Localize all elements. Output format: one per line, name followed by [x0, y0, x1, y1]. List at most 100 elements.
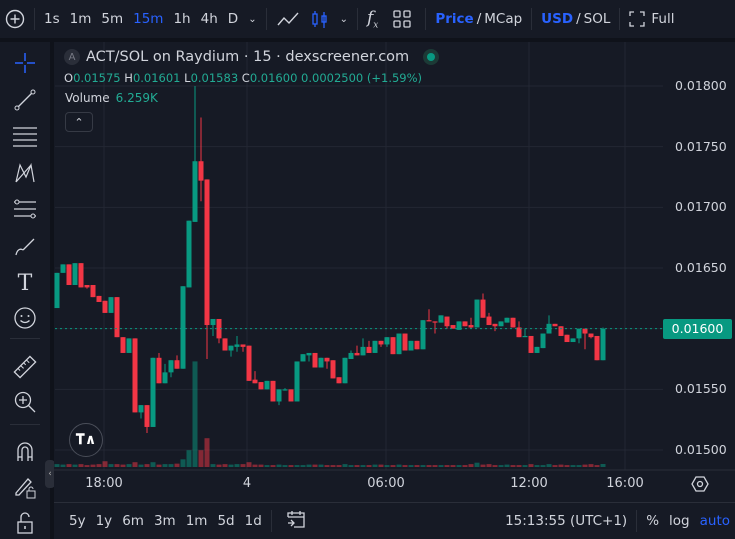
indicators-button[interactable]: fx — [362, 0, 383, 38]
volume-bar — [222, 464, 228, 467]
chart-settings-button[interactable] — [690, 474, 710, 498]
chart-pane[interactable] — [54, 42, 735, 539]
ruler-icon — [13, 355, 37, 379]
candle-body — [384, 337, 390, 345]
interval-15m[interactable]: 15m — [133, 11, 164, 27]
collapse-legend-button[interactable]: ⌃ — [65, 112, 93, 132]
symbol-title[interactable]: ACT/SOL on Raydium · 15 · dexscreener.co… — [86, 49, 410, 65]
pattern-tool[interactable] — [10, 158, 40, 188]
volume-bar — [270, 465, 276, 467]
candle-body — [480, 299, 486, 318]
smiley-icon — [14, 307, 36, 329]
candle-body — [108, 297, 114, 313]
candle-body — [372, 340, 378, 353]
lock-all-tool[interactable] — [10, 508, 40, 538]
clock[interactable]: 15:13:55 (UTC+1) — [505, 513, 628, 529]
measure-tool[interactable] — [10, 352, 40, 382]
candle-body — [96, 295, 102, 302]
volume-bar — [240, 464, 246, 467]
range-6m[interactable]: 6m — [122, 513, 144, 529]
magnet-tool[interactable] — [10, 437, 40, 467]
fullscreen-button[interactable]: Full — [624, 0, 679, 38]
volume-bar — [246, 462, 252, 467]
lock-drawings-tool[interactable] — [10, 472, 40, 502]
range-5y[interactable]: 5y — [69, 513, 86, 529]
fib-tool[interactable] — [10, 194, 40, 224]
candle-body — [510, 317, 516, 328]
text-tool[interactable]: T — [10, 268, 40, 298]
volume-bar — [570, 465, 576, 467]
candle-body — [426, 320, 432, 322]
percent-toggle[interactable]: % — [646, 513, 660, 529]
volume-bar — [588, 464, 594, 467]
brush-tool[interactable] — [10, 231, 40, 261]
candle-body — [432, 321, 438, 323]
calendar-arrow-icon — [287, 511, 305, 528]
currency-toggle[interactable]: USD / SOL — [536, 0, 615, 38]
usd-option[interactable]: USD — [541, 11, 574, 27]
interval-1m[interactable]: 1m — [69, 11, 92, 27]
collapse-toolbar-handle[interactable]: ‹ — [45, 460, 55, 488]
crosshair-tool[interactable] — [10, 48, 40, 78]
price-mcap-toggle[interactable]: Price / MCap — [430, 0, 527, 38]
interval-1h[interactable]: 1h — [173, 11, 191, 27]
volume-bar — [228, 464, 234, 467]
tv-logo-icon: 𝐓∧ — [75, 432, 97, 448]
auto-toggle[interactable]: auto — [699, 513, 730, 529]
candle-body — [228, 345, 234, 351]
volume-bar — [528, 464, 534, 467]
emoji-tool[interactable] — [10, 303, 40, 333]
volume-bar — [144, 464, 150, 467]
low-value: 0.01583 — [190, 71, 239, 85]
horizontal-lines-tool[interactable] — [10, 121, 40, 151]
candles-button[interactable] — [305, 0, 335, 38]
layouts-button[interactable] — [383, 0, 421, 38]
interval-4h[interactable]: 4h — [200, 11, 218, 27]
volume-bar — [564, 465, 570, 467]
range-5d[interactable]: 5d — [217, 513, 235, 529]
interval-1s[interactable]: 1s — [44, 11, 60, 27]
line-chart-icon — [277, 12, 299, 26]
volume-bar — [90, 464, 96, 467]
range-1d[interactable]: 1d — [244, 513, 262, 529]
volume-bar — [534, 465, 540, 467]
goto-date-button[interactable] — [276, 509, 316, 533]
candle-body — [240, 344, 246, 347]
interval-dropdown[interactable]: ⌄ — [243, 0, 261, 38]
candle-body — [72, 263, 78, 285]
volume-bar — [288, 465, 294, 467]
mcap-option[interactable]: MCap — [484, 11, 523, 27]
price-tick: 0.01650 — [675, 260, 727, 275]
trend-line-tool[interactable] — [10, 85, 40, 115]
chevron-down-icon: ⌄ — [339, 13, 348, 25]
interval-5m[interactable]: 5m — [101, 11, 124, 27]
range-1m[interactable]: 1m — [185, 513, 208, 529]
volume-bar — [108, 464, 114, 467]
candle-body — [324, 357, 330, 362]
chart-type-dropdown[interactable]: ⌄ — [335, 0, 353, 38]
interval-D[interactable]: D — [227, 11, 239, 27]
candle-body — [306, 352, 312, 356]
volume-bar — [138, 464, 144, 467]
trend-line-icon — [14, 89, 36, 111]
price-tick: 0.01700 — [675, 199, 727, 215]
open-value: 0.01575 — [73, 71, 121, 85]
sol-option[interactable]: SOL — [583, 11, 611, 27]
range-3m[interactable]: 3m — [153, 513, 176, 529]
candle-body — [402, 333, 408, 351]
log-toggle[interactable]: log — [669, 513, 690, 529]
candle-body — [396, 333, 402, 355]
horizontal-lines-icon — [13, 127, 37, 147]
tradingview-logo[interactable]: 𝐓∧ — [69, 423, 103, 457]
line-chart-button[interactable] — [271, 0, 305, 38]
volume-legend: Volume 6.259K — [65, 91, 158, 105]
price-option[interactable]: Price — [435, 11, 474, 27]
range-1y[interactable]: 1y — [95, 513, 113, 529]
volume-bar — [438, 465, 444, 467]
candle-body — [366, 346, 372, 353]
add-symbol-button[interactable] — [0, 0, 30, 38]
zoom-in-tool[interactable] — [10, 387, 40, 417]
volume-bar — [342, 464, 348, 467]
candle-body — [288, 389, 294, 402]
